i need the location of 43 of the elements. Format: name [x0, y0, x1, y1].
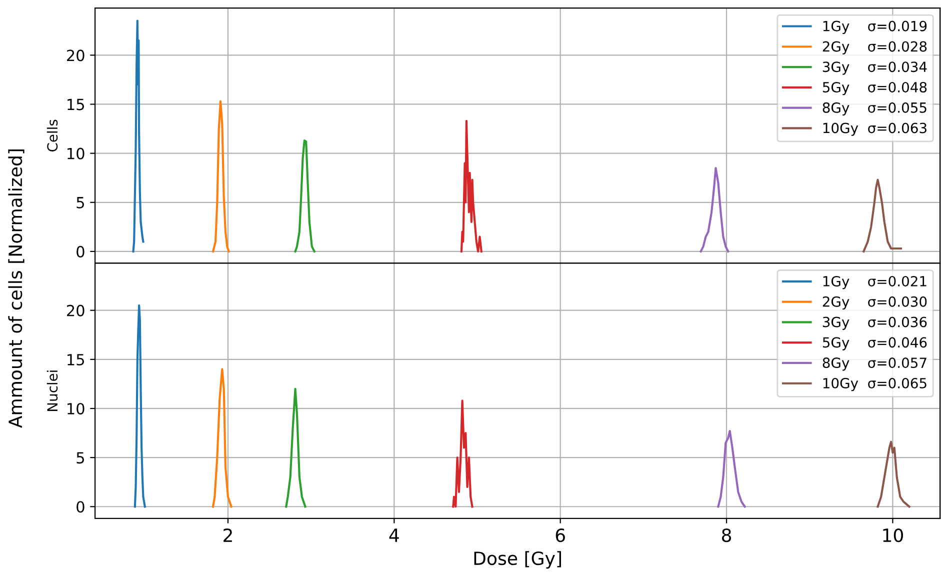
- y-tick-label: 10: [68, 402, 84, 415]
- line-series: [460, 120, 482, 252]
- y-tick-label: 0: [76, 501, 84, 513]
- text: Ammount of cells [Normalized]: [8, 149, 24, 428]
- legend-label: 5Gy σ=0.048: [822, 82, 927, 96]
- legend-label: 2Gy σ=0.028: [822, 41, 927, 54]
- y-tick-label: 5: [76, 452, 84, 464]
- line-series: [700, 166, 730, 252]
- line-series: [452, 400, 474, 508]
- line-series: [212, 100, 230, 252]
- x-tick-label: 4: [389, 528, 399, 542]
- line-series: [717, 430, 746, 508]
- line-series: [294, 140, 316, 252]
- x-tick-label: 2: [224, 528, 232, 542]
- legend-label: 2Gy σ=0.030: [822, 296, 927, 310]
- legend-label: 1Gy σ=0.021: [823, 276, 926, 290]
- y-axis-title: Nuclei: [46, 370, 58, 411]
- y-tick-label: 0: [76, 246, 84, 258]
- legend-label: 5Gy σ=0.046: [822, 337, 927, 350]
- x-axis-title: Dose [Gy]: [474, 551, 561, 569]
- y-tick-label: 10: [68, 148, 84, 160]
- line-series: [134, 304, 146, 508]
- legend-label: 3Gy σ=0.034: [822, 62, 927, 75]
- line-series: [876, 440, 910, 508]
- legend-label: 1Gy σ=0.019: [823, 20, 927, 34]
- x-tick-label: 6: [556, 528, 565, 542]
- legend-label: 8Gy σ=0.057: [822, 358, 926, 371]
- y-tick-label: 5: [76, 197, 84, 208]
- legend-label: 3Gy σ=0.036: [822, 316, 927, 330]
- y-tick-label: 20: [66, 304, 84, 316]
- y-axis-title: Cells: [46, 120, 58, 152]
- x-tick-label: 10: [883, 528, 903, 542]
- line-series: [862, 178, 902, 252]
- y-tick-label: 15: [68, 98, 84, 110]
- line-series: [212, 368, 232, 508]
- y-tick-label: 15: [68, 354, 84, 366]
- x-tick-label: 8: [722, 528, 732, 542]
- y-tick-label: 20: [66, 50, 84, 62]
- legend-label: 10Gy σ=0.063: [823, 122, 926, 136]
- legend-label: 10Gy σ=0.065: [823, 378, 926, 392]
- line-series: [132, 20, 144, 252]
- line-series: [285, 388, 306, 508]
- legend-label: 8Gy σ=0.055: [822, 102, 926, 116]
